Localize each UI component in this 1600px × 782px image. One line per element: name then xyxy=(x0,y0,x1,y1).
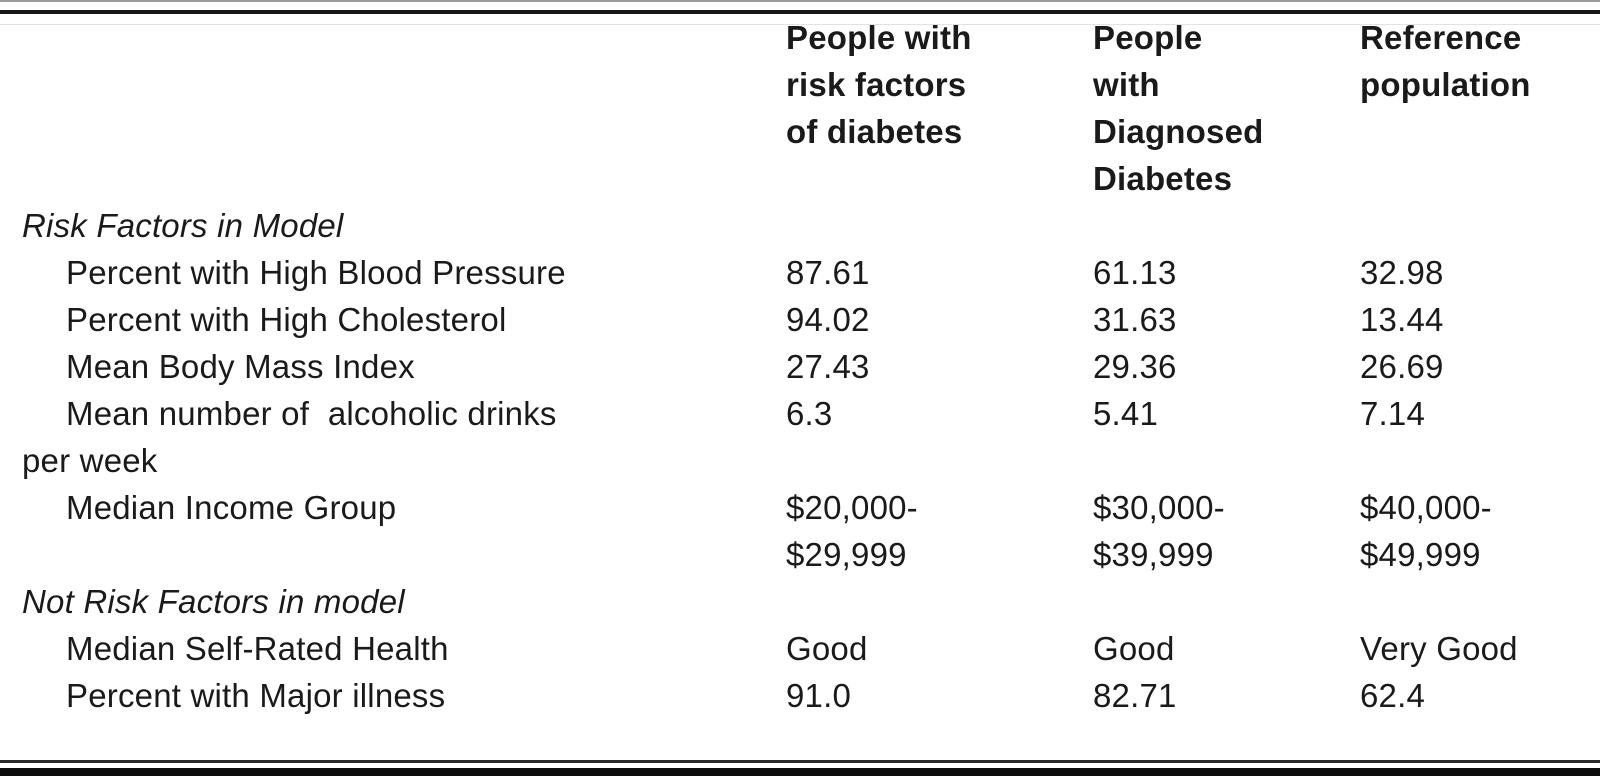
value-cell: 82.71 xyxy=(1093,677,1177,714)
value-cell: 87.61 xyxy=(786,254,870,291)
table-row: Median Self-Rated Health Good Good Very … xyxy=(22,625,1600,672)
value-cell: 27.43 xyxy=(786,348,870,385)
top-ghost-rule xyxy=(0,24,1600,25)
value-cell: 26.69 xyxy=(1360,348,1444,385)
bottom-border-rule xyxy=(0,768,1600,776)
section-title-not-risk-factors: Not Risk Factors in model xyxy=(22,583,405,620)
value-cell: Good xyxy=(786,630,868,667)
row-label: Mean number of alcoholic drinks per week xyxy=(22,395,557,479)
bottom-thin-rule xyxy=(0,760,1600,763)
section-header-row: Not Risk Factors in model xyxy=(22,578,1600,625)
value-cell: 62.4 xyxy=(1360,677,1426,714)
row-label: Percent with Major illness xyxy=(66,677,446,714)
value-cell: 94.02 xyxy=(786,301,870,338)
column-header-risk-factors: People with risk factors of diabetes xyxy=(786,19,972,150)
row-label: Median Self-Rated Health xyxy=(66,630,449,667)
row-label: Median Income Group xyxy=(66,489,397,526)
row-label: Percent with High Blood Pressure xyxy=(66,254,566,291)
value-cell: 31.63 xyxy=(1093,301,1177,338)
value-cell: 91.0 xyxy=(786,677,852,714)
table-row: Median Income Group $20,000- $29,999 $30… xyxy=(22,484,1600,578)
value-cell: $40,000- $49,999 xyxy=(1360,489,1492,573)
table-row: Mean Body Mass Index 27.43 29.36 26.69 xyxy=(22,343,1600,390)
row-label: Percent with High Cholesterol xyxy=(66,301,507,338)
column-header-reference: Reference population xyxy=(1360,19,1531,103)
value-cell: 29.36 xyxy=(1093,348,1177,385)
value-cell: 5.41 xyxy=(1093,395,1159,432)
value-cell: 7.14 xyxy=(1360,395,1426,432)
table-row: Percent with High Blood Pressure 87.61 6… xyxy=(22,249,1600,296)
value-cell: Good xyxy=(1093,630,1175,667)
value-cell: $20,000- $29,999 xyxy=(786,489,918,573)
value-cell: $30,000- $39,999 xyxy=(1093,489,1225,573)
value-cell: Very Good xyxy=(1360,630,1518,667)
comparison-table: People with risk factors of diabetes Peo… xyxy=(0,14,1600,719)
row-label: Mean Body Mass Index xyxy=(66,348,415,385)
column-header-diagnosed: People with Diagnosed Diabetes xyxy=(1093,19,1264,197)
table-row: Percent with High Cholesterol 94.02 31.6… xyxy=(22,296,1600,343)
table-row: Percent with Major illness 91.0 82.71 62… xyxy=(22,672,1600,719)
table-header-row: People with risk factors of diabetes Peo… xyxy=(22,14,1600,202)
top-border-rule xyxy=(0,10,1600,14)
value-cell: 13.44 xyxy=(1360,301,1444,338)
top-hairline-rule xyxy=(0,0,1600,2)
value-cell: 61.13 xyxy=(1093,254,1177,291)
value-cell: 32.98 xyxy=(1360,254,1444,291)
section-header-row: Risk Factors in Model xyxy=(22,202,1600,249)
table-row: Mean number of alcoholic drinks per week… xyxy=(22,390,1600,484)
value-cell: 6.3 xyxy=(786,395,833,432)
section-title-risk-factors: Risk Factors in Model xyxy=(22,207,344,244)
